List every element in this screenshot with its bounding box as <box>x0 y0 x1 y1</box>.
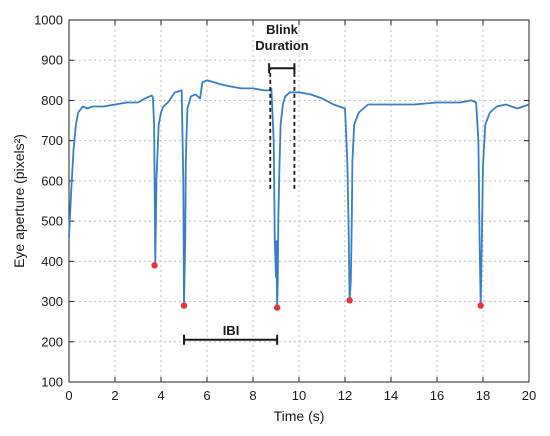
x-tick-label: 8 <box>249 388 256 403</box>
y-tick-label: 800 <box>41 93 63 108</box>
y-tick-label: 200 <box>41 334 63 349</box>
minima-markers <box>151 262 484 311</box>
blink-minimum-point <box>346 297 353 304</box>
blink-minimum-point <box>180 302 188 309</box>
x-tick-label: 12 <box>338 388 352 403</box>
y-tick-label: 100 <box>41 375 63 390</box>
x-tick-label: 6 <box>203 388 210 403</box>
y-tick-label: 1000 <box>34 13 63 28</box>
blink-label-line2: Duration <box>255 38 309 53</box>
blink-label-line1: Blink <box>266 22 299 37</box>
grid <box>69 20 529 382</box>
x-tick-label: 14 <box>384 388 398 403</box>
x-tick-label: 20 <box>522 388 536 403</box>
ibi-label: IBI <box>223 323 240 338</box>
series-layer <box>68 79 530 309</box>
y-tick-label: 700 <box>41 133 63 148</box>
y-axis-label: Eye aperture (pixels²) <box>11 134 27 268</box>
x-tick-label: 2 <box>111 388 118 403</box>
eye-aperture-line <box>68 79 530 309</box>
y-axis-ticks: 100 200 300 400 500 600 700 800 900 1000 <box>34 13 529 390</box>
x-axis-label: Time (s) <box>274 408 325 424</box>
blink-minimum-point <box>477 302 484 309</box>
blink-minimum-point <box>273 304 281 311</box>
x-tick-label: 4 <box>157 388 164 403</box>
blink-minimum-point <box>151 262 158 269</box>
y-tick-label: 500 <box>41 214 63 229</box>
y-tick-label: 400 <box>41 254 63 269</box>
x-tick-label: 18 <box>476 388 490 403</box>
y-tick-label: 300 <box>41 294 63 309</box>
x-tick-label: 16 <box>430 388 444 403</box>
x-axis-ticks: 0 2 4 6 8 10 12 14 16 18 20 <box>65 20 536 403</box>
y-tick-label: 900 <box>41 53 63 68</box>
x-tick-label: 0 <box>65 388 72 403</box>
annotations: Blink Duration IBI <box>183 22 309 345</box>
x-tick-label: 10 <box>292 388 306 403</box>
y-tick-label: 600 <box>41 173 63 188</box>
